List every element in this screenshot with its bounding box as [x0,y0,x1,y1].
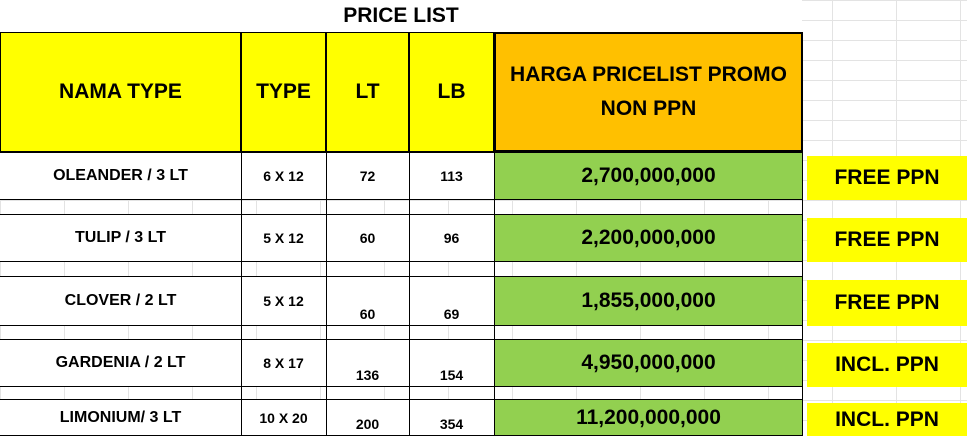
cell-lb: 69 [443,306,460,322]
header-lt-label: LT [355,80,380,103]
cell-lb: 354 [439,416,464,432]
cell-name: CLOVER / 2 LT [64,292,177,309]
ppn-badge: INCL. PPN [807,343,967,387]
column-divider [494,152,495,436]
cell-price: 2,200,000,000 [494,214,803,262]
ppn-badge: FREE PPN [807,156,967,200]
cell-name: LIMONIUM/ 3 LT [59,408,182,426]
cell-lt: 72 [359,168,376,184]
cell-lb: 113 [440,168,463,184]
cell-type: 6 X 12 [263,168,304,184]
header-type-label: TYPE [256,80,311,103]
cell-price: 4,950,000,000 [494,339,803,387]
ppn-badge: FREE PPN [807,280,967,326]
header-price-line2: NON PPN [600,97,697,120]
cell-price: 11,200,000,000 [494,399,803,436]
header-lb-label: LB [437,80,466,103]
page-title: PRICE LIST [0,0,802,32]
column-divider [241,152,242,436]
cell-name: GARDENIA / 2 LT [55,354,186,371]
cell-lt: 136 [355,367,380,383]
header-harga-pricelist: HARGA PRICELIST PROMO NON PPN [494,32,803,152]
cell-name: TULIP / 3 LT [75,229,166,246]
cell-lt: 200 [355,416,380,432]
header-lb: LB [409,32,494,152]
column-divider [409,152,410,436]
cell-lt: 60 [359,230,376,246]
cell-type: 5 X 12 [263,293,304,309]
cell-type: 8 X 17 [263,355,304,371]
header-type: TYPE [241,32,326,152]
cell-price: 1,855,000,000 [494,276,803,326]
header-price-line1: HARGA PRICELIST PROMO [510,63,787,86]
cell-price: 2,700,000,000 [494,152,803,200]
ppn-badge: INCL. PPN [807,403,967,436]
column-divider [326,152,327,436]
column-divider [802,152,803,436]
header-lt: LT [326,32,409,152]
header-nama-type-label: NAMA TYPE [59,80,182,103]
cell-lb: 154 [439,367,464,383]
cell-type: 5 X 12 [263,230,304,246]
header-nama-type: NAMA TYPE [0,32,241,152]
cell-lb: 96 [443,230,460,246]
cell-type: 10 X 20 [259,409,308,426]
cell-lt: 60 [359,306,376,322]
cell-name: OLEANDER / 3 LT [53,167,188,184]
ppn-badge: FREE PPN [807,218,967,262]
